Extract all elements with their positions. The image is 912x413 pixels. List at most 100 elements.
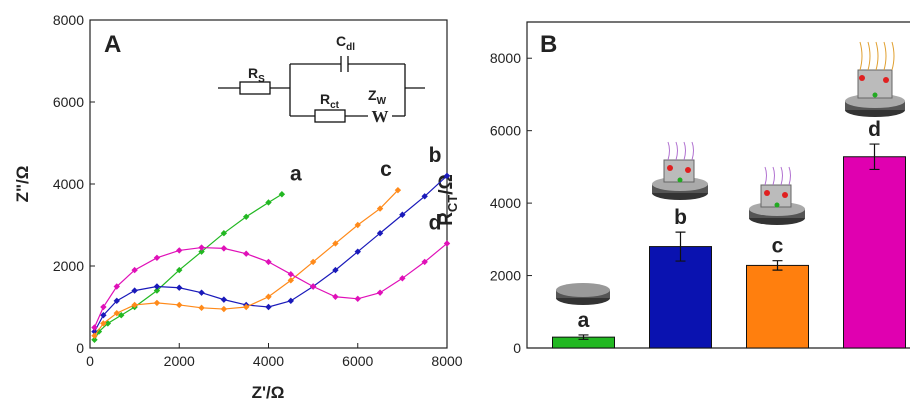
bar-label: a <box>578 309 590 332</box>
data-point <box>131 301 138 309</box>
data-point <box>153 283 161 290</box>
data-point <box>242 250 250 257</box>
data-point <box>399 275 406 282</box>
data-point <box>198 304 205 312</box>
data-point <box>91 336 98 343</box>
series-label: c <box>380 158 392 181</box>
y-tick-label: 6000 <box>53 94 84 110</box>
data-point <box>376 230 384 237</box>
x-tick-label: 2000 <box>164 353 195 369</box>
x-tick-label: 6000 <box>342 353 373 369</box>
circuit <box>218 56 425 123</box>
series-label: a <box>290 162 302 185</box>
y-tick-label: 0 <box>76 340 84 356</box>
data-point <box>100 320 107 327</box>
bar <box>649 246 712 349</box>
y-axis-label: RCT/Ω <box>436 174 460 226</box>
data-point <box>421 193 428 200</box>
data-point <box>131 266 138 274</box>
data-point <box>198 248 205 255</box>
data-point <box>242 303 250 311</box>
data-point <box>278 191 286 198</box>
data-point <box>113 309 120 317</box>
data-point <box>220 230 228 237</box>
y-tick-label: 4000 <box>53 176 84 192</box>
data-point <box>91 324 98 331</box>
data-point <box>220 296 228 303</box>
data-point <box>91 332 98 339</box>
data-point <box>131 287 138 294</box>
panel-label: B <box>540 31 557 58</box>
data-point <box>198 244 205 251</box>
warburg-symbol: W <box>372 107 389 126</box>
data-point <box>100 312 107 319</box>
y-tick-label: 2000 <box>53 258 84 274</box>
bar-label: d <box>868 118 881 141</box>
circuit-label: ZW <box>368 87 387 107</box>
data-point <box>354 248 361 255</box>
label-sub: W <box>377 96 387 107</box>
data-point <box>153 254 161 261</box>
series-label: d <box>429 211 442 234</box>
error-bar <box>578 334 589 340</box>
y-tick-label: 4000 <box>490 195 521 211</box>
data-point <box>176 247 183 254</box>
data-point <box>198 289 205 296</box>
fit-line <box>93 189 399 337</box>
data-point <box>176 284 183 291</box>
label-unit: /Ω <box>436 174 457 195</box>
data-point <box>242 213 250 220</box>
x-tick-label: 0 <box>86 353 94 369</box>
data-point <box>332 240 339 247</box>
y-tick-label: 2000 <box>490 268 521 284</box>
data-point <box>220 305 228 313</box>
data-point <box>113 283 120 290</box>
electrode-illustration <box>556 283 610 305</box>
bar <box>843 156 906 349</box>
data-point <box>354 221 361 229</box>
electrode-illustration <box>749 166 805 225</box>
circuit-label: RS <box>248 65 265 85</box>
bar-label: c <box>772 235 784 258</box>
label-main: R <box>248 65 258 81</box>
label-sub: dl <box>346 42 355 53</box>
data-point <box>287 271 295 278</box>
data-point <box>176 266 183 274</box>
data-point <box>265 258 272 266</box>
circuit-label: Rct <box>320 91 340 111</box>
data-point <box>100 303 107 311</box>
series-label: b <box>429 144 442 167</box>
data-point <box>287 277 295 284</box>
electrode-illustration <box>652 141 708 200</box>
data-point <box>118 312 125 319</box>
data-point <box>265 199 272 206</box>
label-sub: S <box>258 74 265 85</box>
data-point <box>309 283 317 290</box>
data-point <box>332 293 339 300</box>
label-main: Z <box>368 87 377 103</box>
circuit-label: Cdl <box>336 33 355 53</box>
data-point <box>376 289 384 296</box>
label-sub: CT <box>445 195 460 212</box>
bar-label: b <box>674 206 687 229</box>
x-tick-label: 8000 <box>431 353 462 369</box>
data-point <box>113 297 120 305</box>
fit-line <box>93 193 283 341</box>
data-point <box>265 303 272 311</box>
panel-label: A <box>104 31 121 58</box>
label-main: C <box>336 33 346 49</box>
error-bar <box>675 231 686 262</box>
fit-line <box>93 175 448 332</box>
error-bar <box>772 260 783 271</box>
data-point <box>265 293 272 300</box>
label-main: R <box>320 91 330 107</box>
y-tick-label: 8000 <box>53 12 84 28</box>
data-point <box>95 328 103 335</box>
data-point <box>309 258 317 266</box>
y-tick-label: 6000 <box>490 123 521 139</box>
y-tick-label: 0 <box>513 340 521 356</box>
data-point <box>332 266 339 274</box>
y-tick-label: 8000 <box>490 50 521 66</box>
electrode-illustration <box>845 41 905 117</box>
